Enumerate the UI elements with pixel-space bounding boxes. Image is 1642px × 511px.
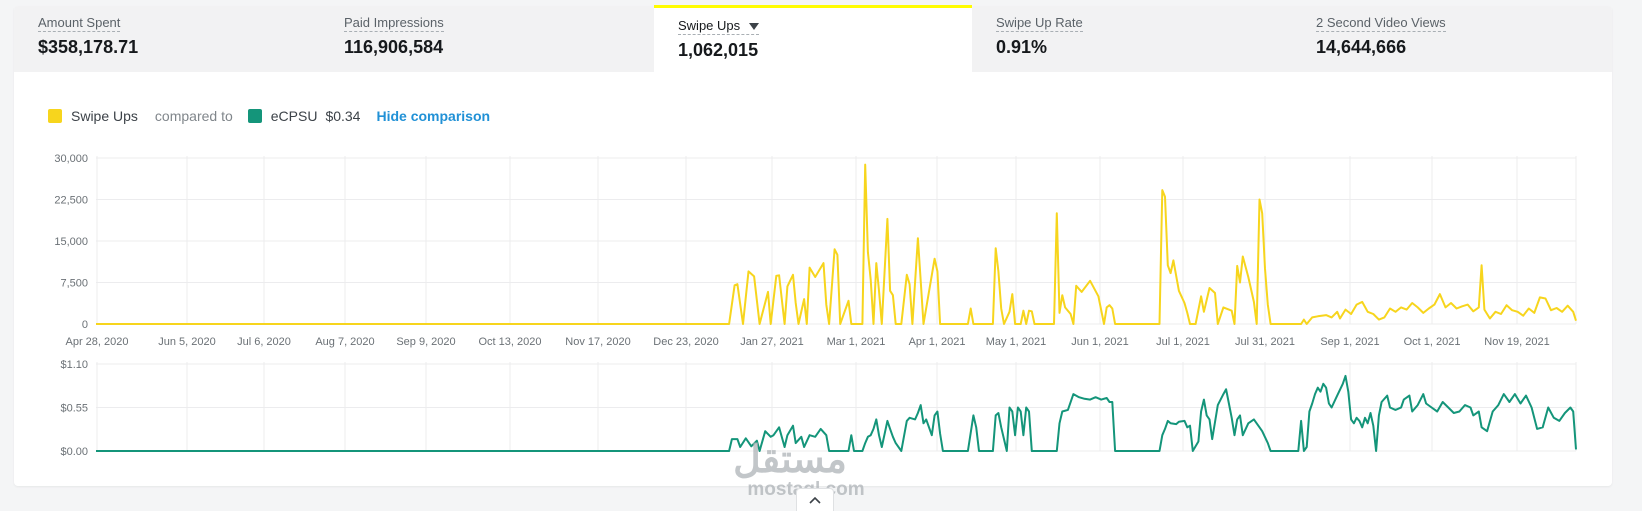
x-tick-label: Sep 9, 2020 [396,336,455,348]
x-tick-label: Apr 28, 2020 [66,336,129,348]
x-tick-label: Oct 1, 2021 [1404,336,1461,348]
metric-paid-impressions[interactable]: Paid Impressions 116,906,584 [320,6,626,72]
x-tick-label: Apr 1, 2021 [909,336,966,348]
legend-secondary-value: $0.34 [325,108,361,124]
legend-compared-to: compared to [154,108,233,124]
y-tick-label: $0.55 [60,403,88,415]
metrics-bar: Amount Spent $358,178.71 Paid Impression… [14,5,1612,75]
y-tick-label: $0.00 [60,446,88,458]
y-tick-label: 22,500 [54,195,88,207]
x-tick-label: May 1, 2021 [986,336,1047,348]
metric-label: Swipe Ups [678,18,760,35]
caret-down-icon[interactable] [749,23,760,31]
metric-label: Swipe Up Rate [996,15,1083,32]
metric-value: 1,062,015 [678,40,759,60]
x-tick-label: Aug 7, 2020 [315,336,374,348]
x-tick-label: Jun 5, 2020 [158,336,216,348]
legend-secondary: eCPSU [270,108,318,124]
metric-label: Paid Impressions [344,15,444,32]
x-tick-label: Sep 1, 2021 [1320,336,1379,348]
legend-swatch-swipe-ups [48,109,62,123]
metric-value: 0.91% [996,37,1048,57]
metric-label-text: Swipe Ups [678,18,741,33]
y-tick-label: 0 [82,319,88,331]
metric-value: 14,644,666 [1316,37,1407,57]
x-tick-label: Jan 27, 2021 [740,336,804,348]
y-tick-label: 15,000 [54,236,88,248]
x-tick-label: Jul 6, 2020 [237,336,291,348]
swipe-ups-grid [96,156,1577,325]
axis-ticks: Apr 28, 2020 Jun 5, 2020 Jul 6, 2020 Aug 7,… [54,153,1549,458]
metric-swipe-up-rate[interactable]: Swipe Up Rate 0.91% [972,6,1292,72]
x-tick-label: Nov 19, 2021 [1484,336,1549,348]
y-tick-label: 7,500 [60,278,88,290]
metric-swipe-ups[interactable]: Swipe Ups 1,062,015 [654,5,972,75]
swipe-ups-line [96,163,1577,325]
metric-amount-spent[interactable]: Amount Spent $358,178.71 [14,6,320,72]
chevron-up-icon [809,496,821,504]
report-card: Amount Spent $358,178.71 Paid Impression… [14,5,1612,486]
ecpsu-line [96,374,1577,452]
metric-value: 116,906,584 [344,37,444,57]
metric-label: 2 Second Video Views [1316,15,1446,32]
legend-swatch-ecpsu [247,109,262,123]
x-tick-label: Dec 23, 2020 [653,336,718,348]
x-tick-label: Jul 31, 2021 [1235,336,1295,348]
metric-video-views[interactable]: 2 Second Video Views 14,644,666 [1292,6,1612,72]
x-tick-label: Jun 1, 2021 [1071,336,1129,348]
legend-primary: Swipe Ups [71,108,138,124]
y-tick-label: 30,000 [54,153,88,165]
x-tick-label: Oct 13, 2020 [479,336,542,348]
x-tick-label: Mar 1, 2021 [827,336,886,348]
watermark-arabic: مستقل [733,439,847,481]
y-tick-label: $1.10 [60,359,88,371]
x-tick-label: Jul 1, 2021 [1156,336,1210,348]
hide-comparison-link[interactable]: Hide comparison [376,108,491,124]
metric-label: Amount Spent [38,15,121,32]
ecpsu-grid [96,362,1577,452]
chart-legend: Swipe Ups compared to eCPSU $0.34 Hide c… [48,106,490,126]
metric-value: $358,178.71 [38,37,139,57]
x-tick-label: Nov 17, 2020 [565,336,630,348]
collapse-toggle[interactable] [796,488,834,511]
